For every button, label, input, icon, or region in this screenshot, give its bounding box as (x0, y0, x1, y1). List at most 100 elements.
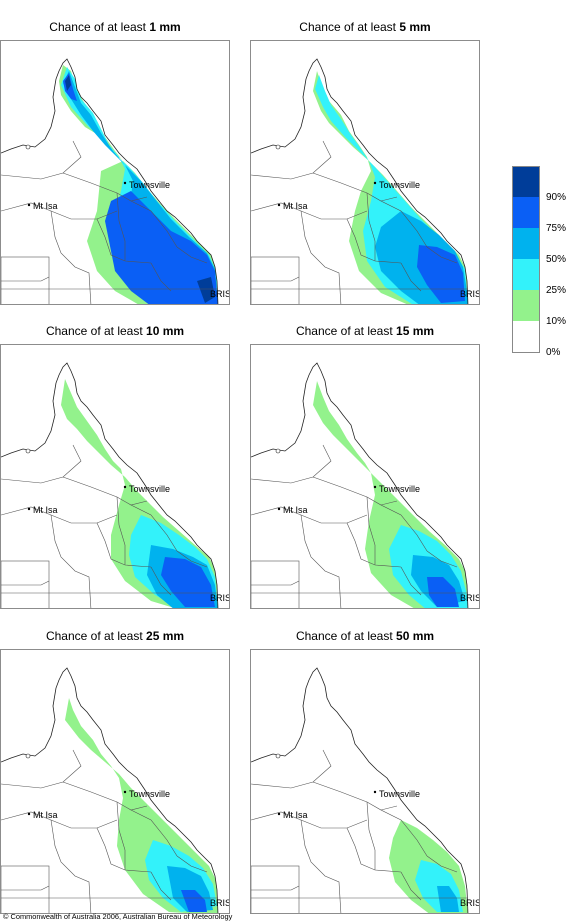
coastline (55, 58, 219, 304)
district-boundary (300, 514, 342, 608)
district-boundary (96, 827, 152, 873)
probability-zone (437, 886, 459, 912)
coastline (55, 667, 219, 913)
legend-swatch-10 (512, 290, 540, 321)
probability-zone (427, 577, 459, 607)
mt-isa-marker (27, 812, 31, 816)
rainfall-probability-zones (61, 379, 218, 608)
district-boundary (130, 200, 178, 248)
district-boundary (176, 550, 208, 568)
panel-title: Chance of at least 1 mm (49, 20, 181, 34)
coastline (305, 58, 469, 304)
probability-zone (161, 557, 215, 607)
sea-area (317, 345, 479, 608)
mt-isa-marker (277, 507, 281, 511)
legend-label-0: 0% (546, 347, 561, 358)
district-boundary (116, 192, 126, 261)
gulf-area (251, 650, 306, 762)
sea-area (67, 345, 229, 608)
townsville-label: Townsville (129, 789, 170, 799)
legend-label-75: 75% (546, 223, 567, 234)
rainfall-map: Townsville Mt Isa BRIS (0, 344, 230, 609)
district-boundary (251, 580, 300, 586)
island (275, 448, 281, 454)
district-boundary (251, 885, 300, 891)
district-boundary (380, 504, 428, 552)
district-boundary (176, 855, 208, 873)
district-boundary (426, 246, 458, 264)
district-boundary (346, 827, 402, 873)
legend-swatch-0 (512, 321, 540, 353)
district-boundary (426, 855, 458, 873)
district-boundary (116, 801, 126, 870)
state-corner-boundary (1, 560, 50, 608)
coastline (305, 667, 469, 913)
district-boundary (346, 218, 402, 264)
townsville-marker (123, 181, 127, 185)
probability-zone (65, 75, 71, 91)
legend-swatch-90 (512, 166, 540, 197)
townsville-label: Townsville (379, 789, 420, 799)
coastline (55, 362, 219, 608)
district-boundary (176, 246, 208, 264)
legend-label-10: 10% (546, 316, 567, 327)
district-boundary (50, 210, 92, 304)
island (25, 448, 31, 454)
probability-legend: 90% 75% 50% 25% 10% 0% (512, 166, 570, 358)
townsville-marker (123, 485, 127, 489)
townsville-label: Townsville (129, 180, 170, 190)
rainfall-probability-zones (59, 65, 218, 304)
rainfall-map: Townsville Mt Isa BRIS (250, 40, 480, 305)
district-boundary (1, 276, 50, 282)
gulf-area (1, 345, 56, 457)
district-boundary (300, 210, 342, 304)
district-boundary (366, 801, 376, 870)
state-corner-boundary (1, 256, 50, 304)
gulf-area (1, 41, 56, 153)
district-boundary (400, 262, 422, 292)
townsville-marker (373, 181, 377, 185)
rainfall-map: Townsville Mt Isa BRIS (250, 344, 480, 609)
probability-zone (417, 245, 465, 303)
island (275, 144, 281, 150)
rainfall-probability-zones (65, 698, 218, 913)
district-boundary (380, 200, 428, 248)
rainfall-map: Townsville Mt Isa BRIS (0, 649, 230, 914)
district-boundary (300, 819, 342, 913)
probability-zone (181, 890, 207, 912)
district-boundary (251, 506, 368, 524)
district-boundary (380, 809, 428, 857)
legend-swatch-50 (512, 228, 540, 259)
state-corner-boundary (251, 865, 300, 913)
mt-isa-marker (277, 203, 281, 207)
district-boundary (366, 192, 376, 261)
gulf-area (251, 41, 306, 153)
brisbane-label: BRIS (460, 593, 480, 603)
district-boundary (1, 811, 118, 829)
brisbane-label: BRIS (460, 289, 480, 299)
rainfall-probability-zones (313, 71, 468, 304)
district-boundary (96, 218, 152, 264)
panel-title: Chance of at least 15 mm (295, 324, 435, 338)
townsville-label: Townsville (129, 484, 170, 494)
gulf-coastline (251, 78, 307, 154)
district-boundary (150, 566, 172, 596)
legend-label-90: 90% (546, 192, 567, 203)
brisbane-label: BRIS (210, 898, 230, 908)
rainfall-map: Townsville Mt Isa BRIS (0, 40, 230, 305)
district-boundary (1, 506, 118, 524)
district-boundary (426, 550, 458, 568)
townsville-marker (123, 790, 127, 794)
district-boundary (1, 202, 118, 220)
panel-title: Chance of at least 5 mm (299, 20, 431, 34)
panel-title: Chance of at least 10 mm (45, 324, 185, 338)
legend-swatch-75 (512, 197, 540, 228)
mt-isa-marker (27, 507, 31, 511)
mt-isa-label: Mt Isa (283, 201, 308, 211)
gulf-coastline (1, 78, 57, 154)
district-boundary (116, 496, 126, 565)
district-boundary (251, 811, 368, 829)
sea-area (67, 41, 229, 304)
mt-isa-label: Mt Isa (33, 810, 58, 820)
state-corner-boundary (1, 865, 50, 913)
